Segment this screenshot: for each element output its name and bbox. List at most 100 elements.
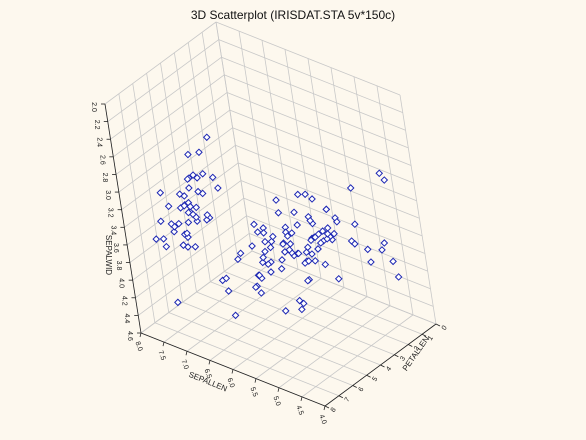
data-point [323,230,332,238]
sepallen-tick-label: 6.5 [202,368,212,380]
data-point [234,255,242,264]
sepallen-tick-label: 6.0 [225,377,235,389]
sepallen-tick [300,396,303,401]
data-point [351,240,359,248]
data-point [380,239,389,247]
data-point [184,218,193,227]
data-point [394,273,403,281]
data-point [203,211,212,219]
data-point [255,271,264,280]
petallen-tick [394,354,399,358]
data-point [174,298,182,307]
left-gridline [135,215,247,299]
back-gridline [218,39,403,113]
back-gridline [235,144,420,219]
data-point [202,133,211,142]
data-point [258,258,267,267]
data-point [306,216,314,225]
back-gridline [376,85,414,315]
data-point [286,240,295,248]
data-point [281,223,290,232]
data-point [334,274,343,283]
back-gridline [238,162,423,237]
sepalwid-tick-label: 2.4 [96,137,103,147]
data-point [183,229,191,238]
data-point [185,184,193,192]
data-point [266,243,275,252]
data-point [231,311,240,320]
data-point [304,257,313,265]
back-gridline [226,92,412,166]
left-gridline [107,39,220,122]
floor-gridline [154,322,340,397]
back-gridline [232,127,417,202]
data-point [179,241,188,249]
data-point [322,205,331,214]
data-point [272,196,280,204]
sepalwid-axis-title: SEPALWID [104,235,113,275]
petallen-tick [435,323,441,327]
sepalwid-tick-label: 4.2 [120,296,127,306]
back-gridline [215,21,401,96]
data-point [308,195,316,203]
sepallen-tick [231,369,234,374]
data-point [261,247,269,256]
sepallen-tick-label: 8.0 [133,341,143,353]
back-gridline [224,74,409,149]
sepalwid-tick-label: 4.6 [126,331,133,341]
data-point [293,221,302,229]
left-gridline [187,42,225,272]
data-point [156,188,165,197]
data-point [236,249,245,258]
data-point [152,235,161,243]
data-point [293,190,302,199]
data-point [203,216,211,224]
sepalwid-tick-label: 2.0 [90,102,97,112]
sepallen-tick [208,360,211,365]
petallen-tick [380,364,385,368]
left-gridline [215,21,253,252]
left-gridline [173,52,211,282]
data-point [363,245,372,254]
sepallen-tick [323,405,326,411]
left-gridline [201,32,239,262]
data-point [157,217,165,226]
data-point [208,173,217,182]
data-point [248,242,256,250]
data-point [261,237,269,246]
petallen-tick [324,405,330,409]
data-point [253,228,262,236]
sepallen-tick [185,351,188,356]
data-point [198,169,207,178]
data-point [321,260,330,269]
back-gridline [221,56,406,131]
petallen-axis-title: PETALLEN [401,334,432,372]
data-point [330,229,338,238]
data-point [290,208,298,217]
floor-gridline [196,291,381,366]
floor-gridline [251,250,437,325]
data-point [159,235,168,243]
data-point [259,229,268,237]
sepallen-tick [254,378,257,383]
data-point [378,246,386,254]
petallen-tick-label: 2 [413,345,421,352]
data-point [192,213,201,222]
data-point [279,240,287,248]
sepallen-tick-label: 7.0 [179,359,189,371]
sepalwid-tick-label: 2.6 [98,155,105,165]
petallen-tick [421,333,427,337]
data-point [251,283,260,292]
petallen-tick-label: 1 [427,335,435,342]
floor-grid [140,250,437,407]
data-point [191,242,200,251]
data-point [323,224,332,232]
data-point [278,256,286,264]
left-gridline [121,127,233,211]
petallen-tick-label: 4 [385,365,393,372]
back-gridline [353,76,391,306]
left-gridline [115,92,228,175]
floor-gridline [237,260,423,335]
data-point [162,242,171,251]
